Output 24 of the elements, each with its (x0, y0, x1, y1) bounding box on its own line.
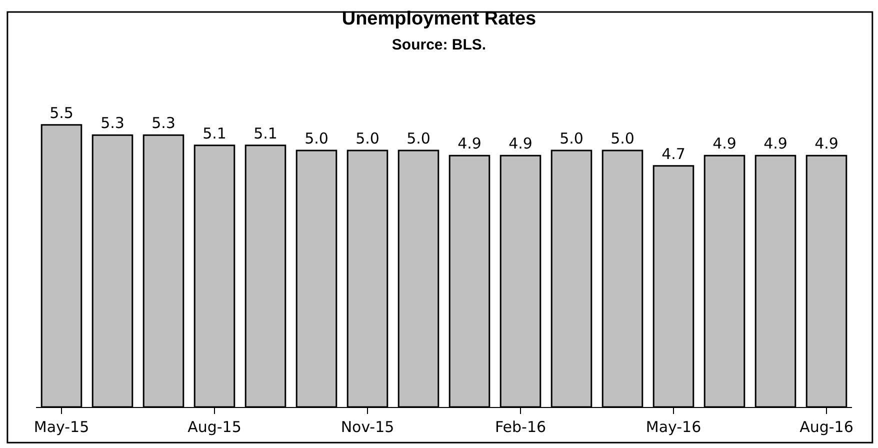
data-label: 5.0 (406, 130, 430, 148)
data-label: 5.0 (610, 130, 634, 148)
data-label: 5.1 (254, 124, 278, 142)
data-label: 4.9 (458, 134, 482, 153)
data-label: 4.7 (662, 144, 686, 163)
data-label: 4.9 (712, 134, 736, 153)
data-label: 4.9 (814, 134, 838, 153)
data-label: 4.9 (508, 134, 532, 153)
x-tick-label: May-15 (34, 418, 90, 436)
data-label: 5.5 (50, 104, 74, 122)
data-label: 5.3 (152, 114, 176, 132)
data-label: 5.3 (100, 114, 124, 132)
data-label: 5.0 (560, 130, 584, 148)
x-tick-label: Aug-15 (188, 418, 242, 436)
x-tick-label: May-16 (646, 418, 702, 436)
chart-subtitle: Source: BLS. (392, 36, 486, 54)
data-label: 5.0 (356, 130, 380, 148)
data-label: 5.1 (202, 124, 226, 142)
x-tick-label: Feb-16 (494, 418, 546, 436)
x-tick-label: Aug-16 (800, 418, 854, 436)
data-label: 4.9 (764, 134, 788, 153)
chart-title: Unemployment Rates (342, 8, 536, 30)
data-label: 5.0 (304, 130, 328, 148)
x-tick-label: Nov-15 (340, 418, 394, 436)
